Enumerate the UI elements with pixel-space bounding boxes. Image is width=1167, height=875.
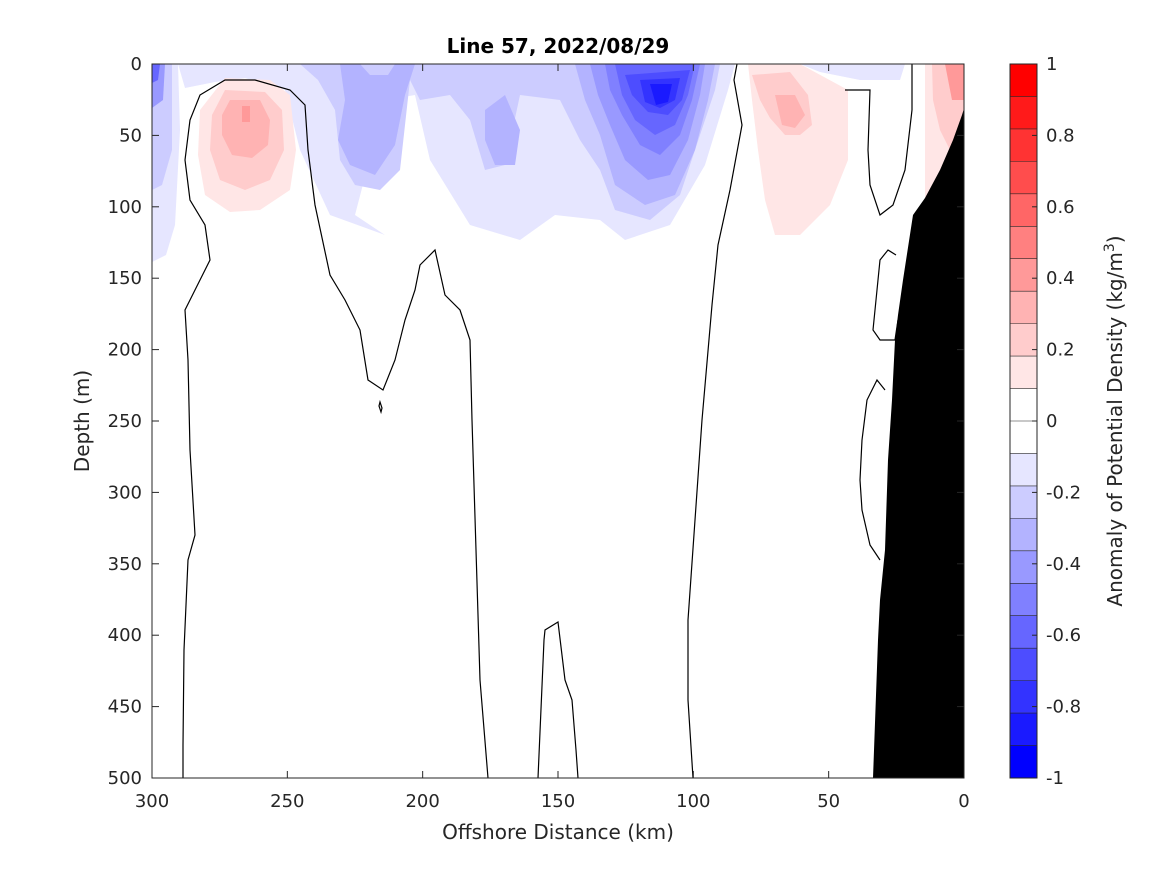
- x-tick-label: 0: [958, 791, 969, 812]
- colorbar-band: [1010, 64, 1037, 97]
- colorbar-band: [1010, 648, 1037, 682]
- colorbar-band: [1010, 388, 1037, 422]
- colorbar-tick-label: 0: [1046, 411, 1057, 432]
- colorbar-band: [1010, 421, 1037, 454]
- x-tick-label: 200: [405, 791, 439, 812]
- chart-title: Line 57, 2022/08/29: [447, 34, 670, 58]
- colorbar-band: [1010, 518, 1037, 552]
- contour-neg-0.3: [338, 64, 415, 175]
- colorbar-ticks: 1 0.8 0.6 0.4 0.2 0 -0.2 -0.4 -0.6 -0.8 -1: [1032, 54, 1081, 789]
- colorbar-tick-label: -0.2: [1046, 482, 1081, 503]
- colorbar-band: [1010, 550, 1037, 584]
- y-tick-label: 0: [131, 54, 142, 75]
- colorbar-tick-label: 0.6: [1046, 197, 1075, 218]
- colorbar-tick-label: -1: [1046, 768, 1064, 789]
- x-tick-label: 300: [135, 791, 169, 812]
- y-tick-label: 500: [108, 768, 142, 789]
- colorbar-label-sup: 3: [1102, 243, 1118, 252]
- colorbar-band: [1010, 745, 1037, 779]
- colorbar-tick-label: 1: [1046, 54, 1057, 75]
- zero-contour-lines: [182, 64, 913, 778]
- contour-neg-0.3-c: [485, 95, 520, 165]
- colorbar-band: [1010, 453, 1037, 487]
- colorbar-tick-label: -0.8: [1046, 697, 1081, 718]
- contour-neg-0.9: [650, 84, 672, 105]
- contour-pos-0.3-mid: [775, 95, 805, 128]
- colorbar-label-main: Anomaly of Potential Density (kg/m: [1103, 252, 1127, 606]
- y-tick-label: 150: [108, 268, 142, 289]
- y-axis-ticks: 0 50 100 150 200 250 300 350 400 450 500: [108, 54, 964, 789]
- y-tick-label: 50: [119, 125, 142, 146]
- y-tick-label: 200: [108, 340, 142, 361]
- y-tick-label: 450: [108, 697, 142, 718]
- colorbar-tick-label: 0.2: [1046, 340, 1075, 361]
- y-axis-label: Depth (m): [70, 370, 94, 472]
- colorbar-band: [1010, 323, 1037, 357]
- y-tick-label: 300: [108, 482, 142, 503]
- contour-pos-coast-0.4: [945, 64, 964, 100]
- colorbar-band: [1010, 713, 1037, 747]
- contour-pos-0.4-eddy: [242, 106, 250, 122]
- colorbar-tick-label: 0.8: [1046, 125, 1075, 146]
- x-tick-label: 150: [541, 791, 575, 812]
- contour-neg-right-top: [800, 64, 905, 80]
- colorbar-band: [1010, 615, 1037, 649]
- y-tick-label: 350: [108, 554, 142, 575]
- colorbar-band: [1010, 291, 1037, 325]
- contour-field: [152, 64, 964, 778]
- colorbar: [1010, 64, 1037, 779]
- colorbar-band: [1010, 226, 1037, 260]
- x-tick-label: 250: [270, 791, 304, 812]
- y-tick-label: 400: [108, 625, 142, 646]
- contour-pos-0.3-eddy: [222, 100, 270, 158]
- colorbar-tick-label: -0.4: [1046, 554, 1081, 575]
- colorbar-label-end: ): [1103, 235, 1127, 243]
- y-tick-label: 100: [108, 197, 142, 218]
- contour-neg-top-small: [360, 64, 395, 75]
- colorbar-band: [1010, 96, 1037, 130]
- colorbar-band: [1010, 356, 1037, 390]
- colorbar-tick-label: -0.6: [1046, 625, 1081, 646]
- colorbar-label: Anomaly of Potential Density (kg/m3): [1102, 235, 1127, 606]
- bathymetry-landmass: [873, 108, 964, 778]
- colorbar-band: [1010, 161, 1037, 195]
- colorbar-band: [1010, 193, 1037, 227]
- colorbar-band: [1010, 583, 1037, 617]
- colorbar-band: [1010, 485, 1037, 519]
- colorbar-band: [1010, 680, 1037, 714]
- x-axis-label: Offshore Distance (km): [442, 820, 674, 844]
- x-tick-label: 50: [817, 791, 840, 812]
- y-tick-label: 250: [108, 411, 142, 432]
- colorbar-band: [1010, 128, 1037, 162]
- x-tick-label: 100: [676, 791, 710, 812]
- colorbar-tick-label: 0.4: [1046, 268, 1075, 289]
- colorbar-band: [1010, 258, 1037, 292]
- contour-neg-0.6-left: [152, 64, 160, 83]
- x-axis-ticks: 300 250 200 150 100 50 0: [135, 64, 970, 812]
